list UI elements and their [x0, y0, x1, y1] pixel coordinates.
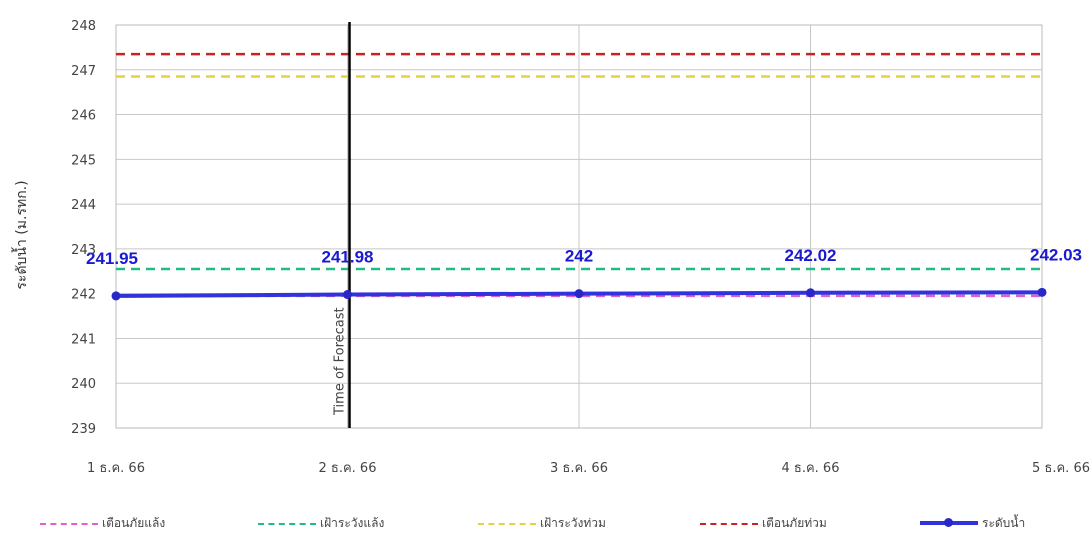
plot-area — [115, 24, 1043, 429]
legend-label: ระดับน้ำ — [982, 515, 1026, 530]
data-label: 242 — [565, 247, 593, 266]
grid — [115, 24, 1043, 429]
data-label: 241.98 — [322, 248, 374, 267]
data-label: 242.03 — [1030, 245, 1082, 264]
data-point — [111, 291, 121, 301]
legend-item: เตือนภัยท่วม — [700, 508, 827, 538]
data-labels: 241.95 241.98 242 242.02 242.03 — [86, 245, 1082, 268]
legend-swatch — [40, 523, 98, 525]
data-point — [343, 290, 352, 300]
series — [111, 287, 1047, 301]
y-tick-label: 240 — [71, 377, 96, 392]
y-tick-label: 243 — [71, 243, 96, 258]
x-tick-label: 3 ธ.ค. 66 — [550, 461, 608, 476]
legend-marker — [944, 518, 953, 527]
x-tick-label: 2 ธ.ค. 66 — [319, 461, 377, 476]
y-axis-label: ระดับน้ำ (ม.รทก.) — [11, 180, 30, 289]
legend-swatch — [920, 518, 978, 527]
data-label: 241.95 — [86, 249, 138, 268]
y-tick-label: 248 — [71, 19, 96, 34]
legend-label: เตือนภัยแล้ง — [102, 515, 166, 530]
legend: เตือนภัยแล้ง เฝ้าระวังแล้ง เฝ้าระวังท่วม เต… — [0, 508, 1092, 538]
y-tick-label: 239 — [71, 422, 96, 437]
y-tick-label: 247 — [71, 64, 96, 79]
legend-label: เตือนภัยท่วม — [762, 515, 827, 530]
y-tick-label: 242 — [71, 288, 96, 303]
x-tick-label: 1 ธ.ค. 66 — [87, 461, 145, 476]
ticks: 239 240 241 242 243 244 245 246 247 248 1 ธ.ค. 66 2… — [71, 19, 1090, 476]
legend-item: เฝ้าระวังท่วม — [478, 508, 606, 538]
water-level-chart: Time of Forecast 241.95 241.98 242 242.02 24… — [11, 19, 1090, 476]
y-tick-label: 241 — [71, 332, 96, 347]
x-tick-label: 4 ธ.ค. 66 — [782, 461, 840, 476]
data-point — [574, 289, 584, 299]
legend-swatch — [478, 523, 536, 525]
y-tick-label: 246 — [71, 109, 96, 124]
data-point — [1037, 287, 1047, 297]
y-tick-label: 245 — [71, 153, 96, 168]
legend-label: เฝ้าระวังแล้ง — [320, 515, 385, 530]
data-point — [806, 288, 815, 298]
legend-item: ระดับน้ำ — [920, 508, 1025, 538]
legend-item: เตือนภัยแล้ง — [40, 508, 165, 538]
forecast-annotation: Time of Forecast — [333, 307, 348, 416]
legend-item: เฝ้าระวังแล้ง — [258, 508, 384, 538]
legend-label: เฝ้าระวังท่วม — [540, 515, 606, 530]
x-tick-label: 5 ธ.ค. 66 — [1032, 461, 1090, 476]
legend-swatch — [700, 523, 758, 525]
legend-swatch — [258, 523, 316, 525]
y-tick-label: 244 — [71, 198, 96, 213]
data-label: 242.02 — [785, 246, 837, 265]
